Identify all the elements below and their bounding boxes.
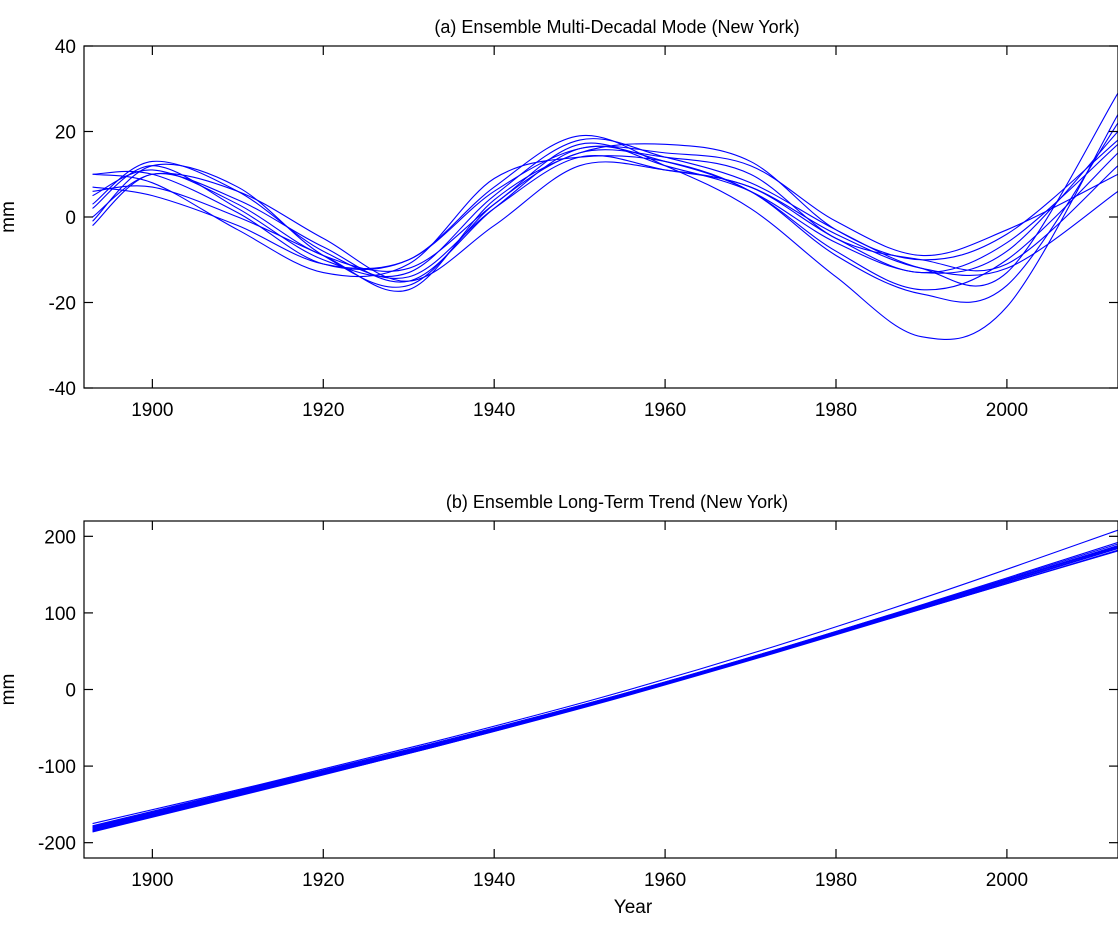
x-tick-label: 2000: [986, 870, 1028, 891]
series-group: [92, 529, 1118, 833]
series-line-4: [92, 114, 1118, 340]
x-tick-label: 1980: [815, 400, 857, 421]
y-tick-label: 20: [55, 123, 76, 144]
series-line-9: [92, 541, 1118, 828]
series-line-6: [92, 161, 1118, 282]
x-tick-label: 2000: [986, 400, 1028, 421]
series-line-10: [92, 149, 1118, 288]
series-line-4: [92, 545, 1118, 830]
x-tick-label: 1900: [131, 400, 173, 421]
series-line-7: [92, 143, 1118, 279]
x-tick-label: 1920: [302, 400, 344, 421]
y-tick-label: 200: [44, 527, 76, 548]
x-tick-label: 1960: [644, 870, 686, 891]
series-line-8: [92, 550, 1118, 833]
plot-frame: [83, 520, 1118, 859]
x-tick-label: 1960: [644, 400, 686, 421]
y-tick-label: 0: [65, 208, 76, 229]
series-line-1: [92, 529, 1118, 825]
series-line-5: [92, 547, 1118, 831]
series-line-2: [92, 92, 1118, 287]
panel-b: 1900 1920 1940 1960 1980 2000 -200 -100 0 100 200 (…: [0, 492, 1118, 918]
chart-title: (a) Ensemble Multi-Decadal Mode (New Yor…: [434, 17, 799, 37]
series-line-2: [92, 543, 1118, 827]
chart-title: (b) Ensemble Long-Term Trend (New York): [446, 492, 788, 512]
series-group: [92, 92, 1118, 340]
series-line-10: [92, 546, 1118, 829]
y-tick-label: 0: [65, 681, 76, 702]
x-tick-label: 1900: [131, 870, 173, 891]
y-tick-label: 40: [55, 37, 76, 58]
series-line-3: [92, 131, 1118, 274]
series-line-3: [92, 544, 1118, 828]
series-line-9: [92, 139, 1118, 292]
y-tick-label: -200: [38, 834, 76, 855]
series-line-8: [92, 122, 1118, 303]
panel-a: 1900 1920 1940 1960 1980 2000 -40 -20 0 20 40 (a) E…: [0, 17, 1118, 421]
y-axis-label: mm: [0, 674, 19, 706]
x-tick-label: 1940: [473, 400, 515, 421]
x-tick-label: 1920: [302, 870, 344, 891]
y-tick-label: -100: [38, 757, 76, 778]
x-tick-label: 1980: [815, 870, 857, 891]
x-axis-label: Year: [614, 897, 653, 918]
x-tick-label: 1940: [473, 870, 515, 891]
y-tick-label: 100: [44, 604, 76, 625]
y-tick-label: -20: [49, 294, 76, 315]
series-line-5: [92, 145, 1118, 270]
y-tick-label: -40: [49, 379, 76, 400]
y-axis-label: mm: [0, 201, 19, 233]
